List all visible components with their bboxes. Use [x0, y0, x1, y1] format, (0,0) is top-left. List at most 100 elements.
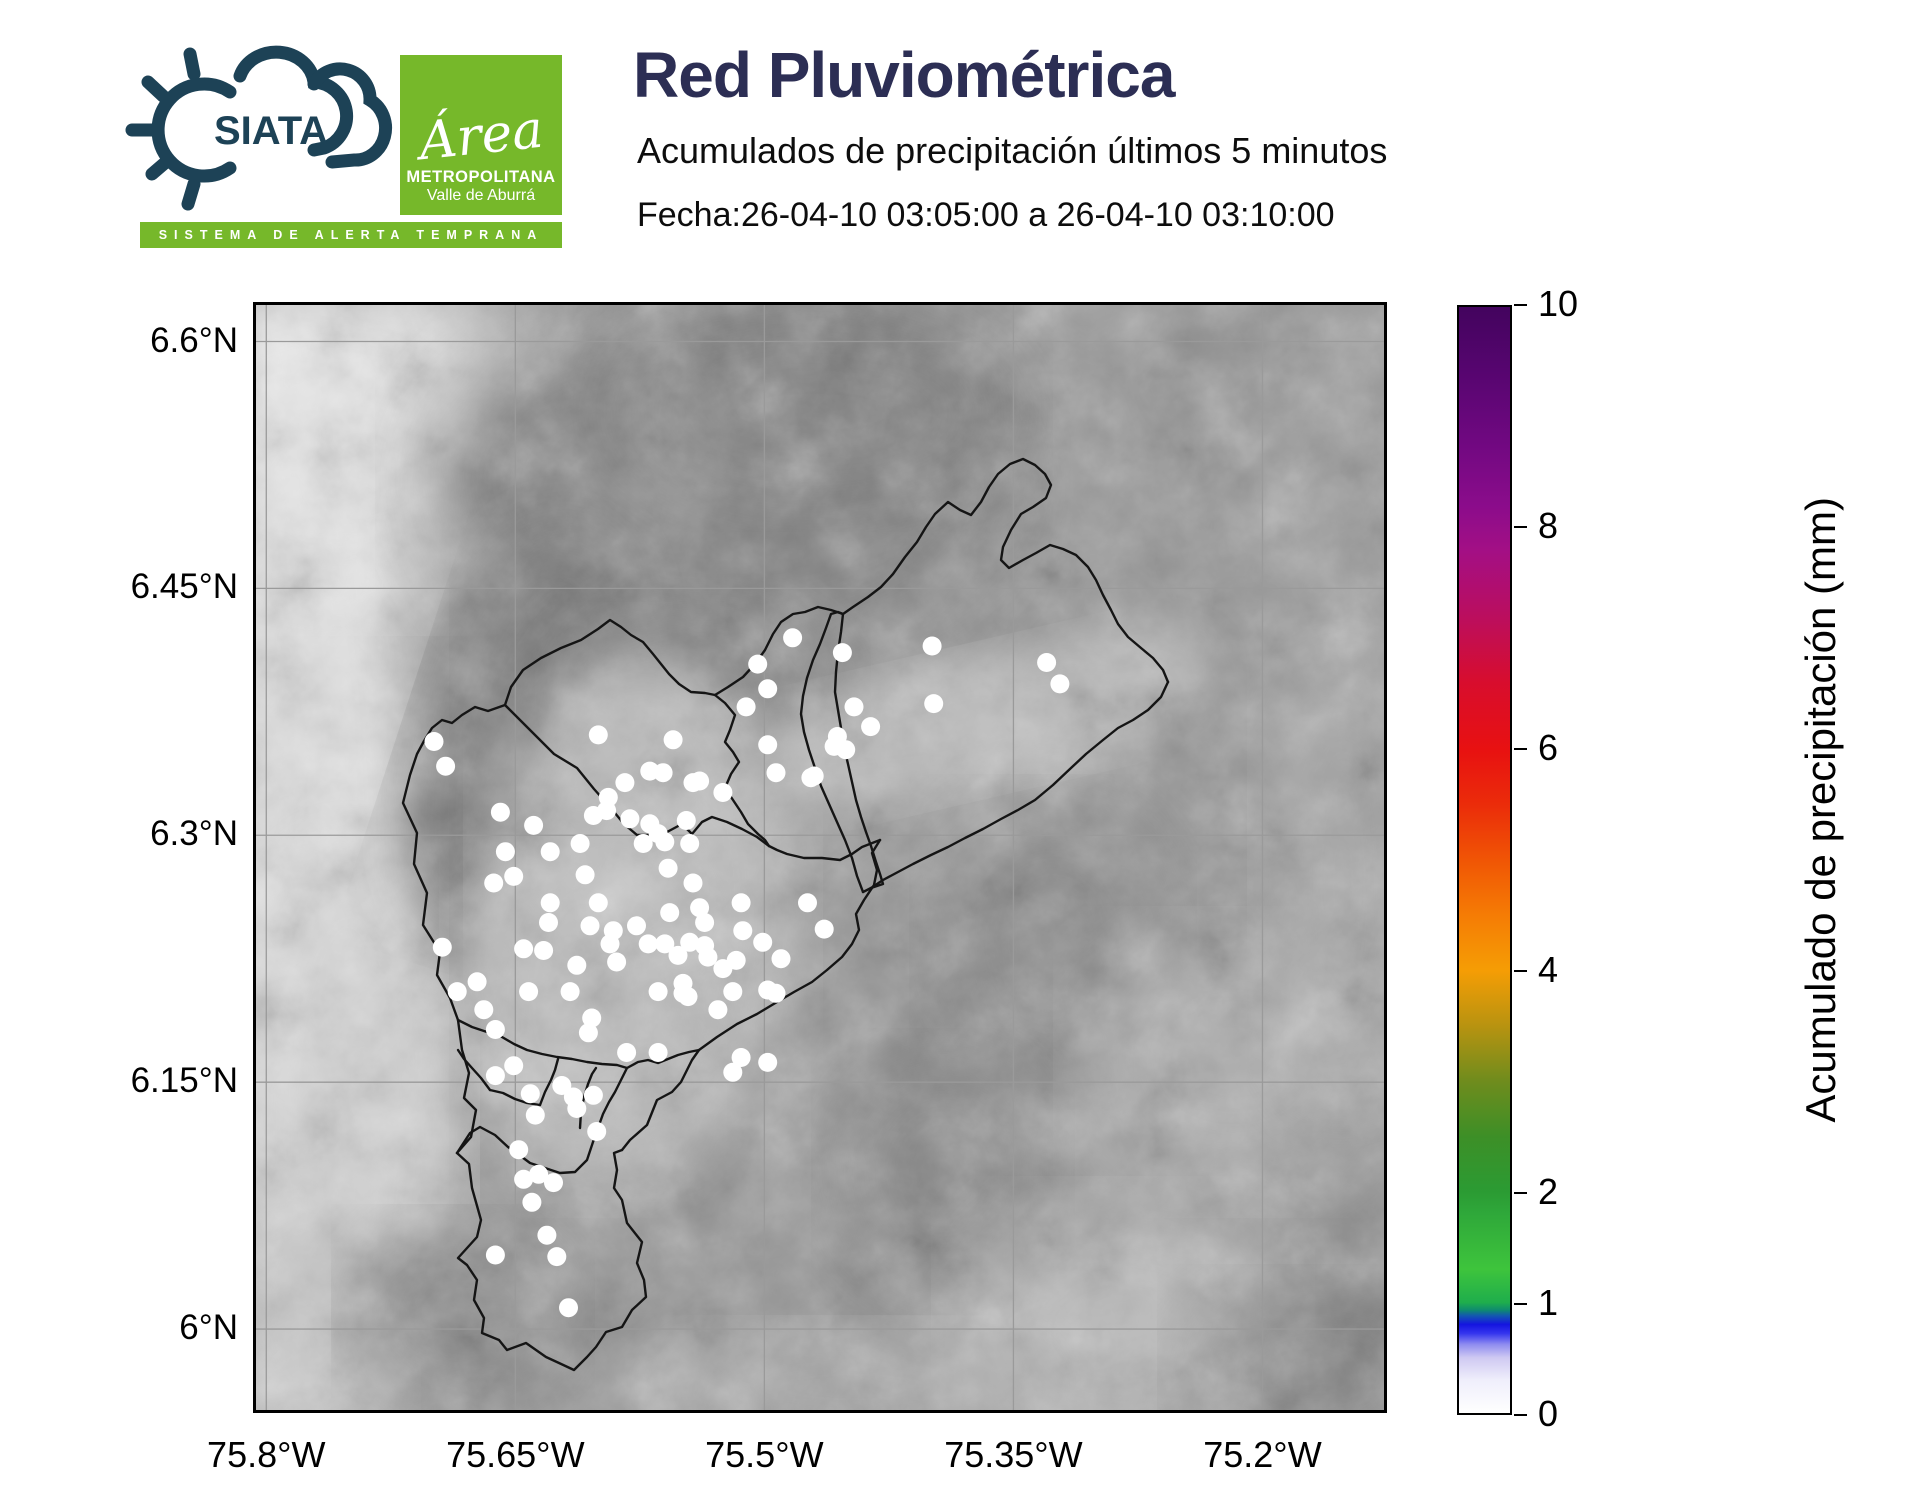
station-dot — [723, 1062, 743, 1082]
station-dot — [771, 949, 791, 969]
boundary-itagui — [538, 1057, 560, 1107]
station-dot — [544, 1173, 563, 1193]
colorbar-tick-label: 4 — [1538, 949, 1559, 990]
station-dot — [552, 1076, 572, 1095]
siata-logo: SIATA — [125, 45, 392, 211]
station-dot — [580, 916, 600, 936]
station-dot — [509, 1140, 529, 1160]
station-dot — [713, 783, 733, 802]
station-dot — [597, 801, 617, 821]
station-dot — [758, 1052, 778, 1072]
boundary-la-estrella-2 — [456, 1048, 492, 1092]
station-dot — [520, 1084, 540, 1104]
station-dot — [726, 950, 746, 970]
station-dot — [690, 898, 710, 918]
station-dot — [801, 768, 821, 788]
station-dot — [731, 893, 751, 913]
station-dot — [540, 893, 560, 913]
station-dot — [922, 636, 942, 656]
colorbar-tick-mark — [1514, 303, 1527, 307]
station-dot — [690, 771, 710, 791]
station-dot — [633, 834, 653, 853]
station-dot — [783, 628, 803, 648]
station-dot — [524, 815, 544, 835]
colorbar-tick-mark — [1514, 1302, 1527, 1306]
x-tick-label: 75.2°W — [1203, 1434, 1322, 1475]
boundary-medellin-west — [401, 703, 507, 1155]
station-dot — [447, 982, 467, 1002]
page-title: Red Pluviométrica — [633, 39, 1175, 111]
station-dot — [660, 903, 680, 923]
station-dot — [588, 893, 608, 913]
station-dot — [708, 1000, 728, 1020]
station-dot — [758, 735, 778, 755]
station-dot — [539, 913, 558, 932]
boundary-barbosa-south — [861, 680, 1170, 894]
y-tick-label: 6.3°N — [150, 814, 238, 854]
colorbar-axis-label: Acumulado de precipitación (mm) — [1786, 240, 1856, 1380]
siata-wordmark: SIATA — [214, 109, 328, 153]
boundary-la-estrella-1 — [488, 1088, 542, 1107]
station-dot — [814, 919, 834, 939]
station-dot — [676, 811, 696, 830]
station-dot — [560, 982, 580, 1002]
station-dot — [723, 982, 743, 1002]
station-dot — [575, 865, 595, 885]
siata-sun-cloud-icon — [125, 45, 392, 211]
x-tick-label: 75.65°W — [446, 1434, 585, 1475]
colorbar-tick-mark — [1514, 747, 1527, 751]
colorbar-tick-label: 6 — [1538, 727, 1559, 768]
boundary-south-munis-north — [456, 1018, 701, 1070]
station-dot — [695, 913, 715, 932]
colorbar-tick-label: 8 — [1538, 505, 1559, 546]
colorbar-tick-label: 0 — [1538, 1393, 1559, 1434]
x-tick-label: 75.35°W — [944, 1434, 1083, 1475]
station-dot — [519, 982, 539, 1002]
station-dot — [490, 802, 510, 822]
station-dot — [547, 1247, 567, 1267]
lat-lon-gridlines — [253, 302, 1387, 1413]
station-dot — [678, 987, 698, 1007]
station-dot — [627, 916, 646, 936]
station-dot — [1050, 674, 1070, 694]
banner-text: SISTEMA DE ALERTA TEMPRANA — [158, 228, 544, 242]
colorbar-tick-mark — [1514, 1191, 1527, 1195]
boundary-girardota-east — [799, 610, 865, 894]
station-dot — [615, 773, 635, 793]
boundary-south-munis-south — [455, 1066, 629, 1175]
station-dot — [587, 1122, 607, 1141]
colorbar-tick-mark — [1514, 1413, 1527, 1417]
area-logo-script: Área — [416, 99, 546, 173]
station-dot — [617, 1043, 637, 1062]
page-subtitle: Acumulados de precipitación últimos 5 mi… — [637, 130, 1388, 171]
colorbar-axis-label-text: Acumulado de precipitación (mm) — [1797, 497, 1844, 1123]
station-dot — [655, 934, 675, 954]
station-dot — [522, 1192, 542, 1212]
station-dot — [620, 809, 640, 829]
station-dot — [766, 763, 786, 783]
area-logo-line3: Valle de Aburrá — [426, 187, 536, 204]
station-dot — [924, 694, 944, 714]
station-dot — [698, 947, 718, 967]
station-dot — [485, 1245, 505, 1265]
station-dot — [638, 934, 658, 954]
siata-banner: SISTEMA DE ALERTA TEMPRANA — [140, 222, 562, 248]
station-dot — [583, 1085, 603, 1105]
station-dot — [495, 842, 515, 862]
station-dot — [537, 1225, 557, 1245]
station-dot — [484, 873, 504, 893]
station-dot — [467, 972, 487, 992]
station-dot — [658, 858, 678, 878]
area-logo-line2: METROPOLITANA — [406, 168, 556, 186]
y-tick-label: 6.45°N — [130, 567, 238, 607]
station-dot — [733, 921, 753, 941]
map-border — [253, 302, 1387, 1413]
colorbar-tick-mark — [1514, 969, 1527, 973]
station-dot — [514, 939, 534, 959]
boundary-valley-pinch — [767, 838, 882, 862]
station-dot — [680, 932, 700, 952]
station-dot — [663, 730, 683, 750]
station-dot — [680, 834, 700, 853]
station-dot — [582, 1008, 602, 1028]
station-dot — [514, 1169, 534, 1189]
